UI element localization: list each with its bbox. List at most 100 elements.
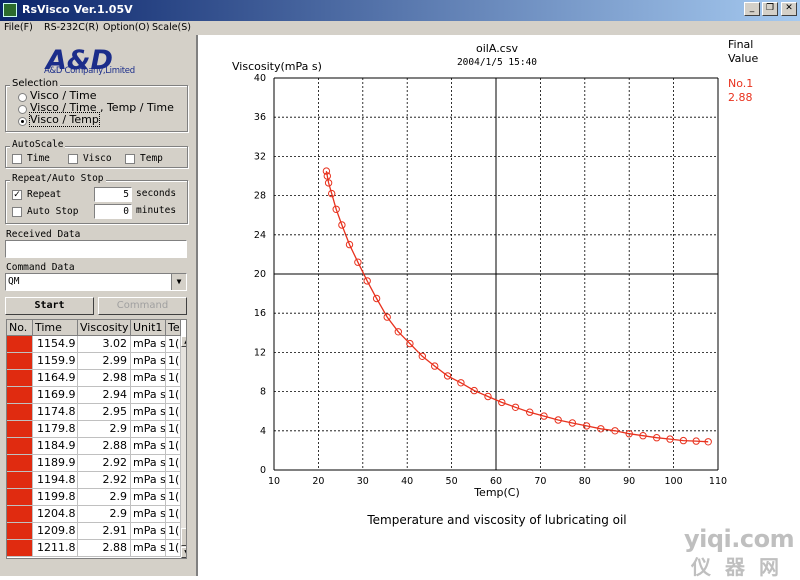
table-cell[interactable]: 1154.9: [33, 336, 78, 353]
received-data-label: Received Data: [6, 229, 81, 240]
table-cell[interactable]: 2.99: [78, 353, 131, 370]
row-marker[interactable]: [7, 540, 33, 557]
chevron-down-icon[interactable]: ▼: [171, 274, 186, 290]
table-cell[interactable]: 1(: [166, 506, 181, 523]
table-cell[interactable]: 1(: [166, 387, 181, 404]
row-marker[interactable]: [7, 370, 33, 387]
menu-scale[interactable]: Scale(S): [152, 22, 192, 33]
row-marker[interactable]: [7, 472, 33, 489]
maximize-button[interactable]: ❐: [762, 2, 778, 16]
autoscale-time-checkbox[interactable]: [12, 154, 22, 164]
radio-visco-time-temp[interactable]: [18, 105, 27, 114]
autoscale-temp-checkbox[interactable]: [125, 154, 135, 164]
minimize-button[interactable]: _: [744, 2, 760, 16]
table-cell[interactable]: 1(: [166, 370, 181, 387]
row-marker[interactable]: [7, 404, 33, 421]
table-cell[interactable]: mPa s: [131, 336, 166, 353]
table-cell[interactable]: mPa s: [131, 489, 166, 506]
table-cell[interactable]: 1169.9: [33, 387, 78, 404]
command-data-select[interactable]: QM ▼: [5, 273, 187, 291]
menu-file[interactable]: File(F): [4, 22, 33, 33]
row-marker[interactable]: [7, 421, 33, 438]
row-marker[interactable]: [7, 353, 33, 370]
table-cell[interactable]: 1189.9: [33, 455, 78, 472]
row-marker[interactable]: [7, 387, 33, 404]
table-cell[interactable]: 1159.9: [33, 353, 78, 370]
table-cell[interactable]: 1179.8: [33, 421, 78, 438]
received-data-field[interactable]: [5, 240, 187, 258]
table-cell[interactable]: 1(: [166, 404, 181, 421]
table-cell[interactable]: 1164.9: [33, 370, 78, 387]
table-cell[interactable]: 1209.8: [33, 523, 78, 540]
row-marker[interactable]: [7, 489, 33, 506]
table-cell[interactable]: 1(: [166, 353, 181, 370]
table-cell[interactable]: 2.9: [78, 489, 131, 506]
radio-visco-time[interactable]: [18, 93, 27, 102]
title-bar[interactable]: RsVisco Ver.1.05V _ ❐ ✕: [0, 0, 800, 21]
row-marker[interactable]: [7, 438, 33, 455]
scroll-up-icon[interactable]: ▲: [181, 336, 186, 347]
scroll-thumb[interactable]: [181, 528, 186, 546]
table-cell[interactable]: 2.98: [78, 370, 131, 387]
column-header[interactable]: Time: [33, 320, 78, 336]
table-cell[interactable]: 2.92: [78, 455, 131, 472]
row-marker[interactable]: [7, 506, 33, 523]
table-cell[interactable]: 1(: [166, 421, 181, 438]
menu-option[interactable]: Option(O): [103, 22, 150, 33]
table-cell[interactable]: mPa s: [131, 438, 166, 455]
table-cell[interactable]: mPa s: [131, 404, 166, 421]
table-cell[interactable]: 1199.8: [33, 489, 78, 506]
table-cell[interactable]: 1(: [166, 472, 181, 489]
table-cell[interactable]: 1194.8: [33, 472, 78, 489]
column-header[interactable]: No.: [7, 320, 33, 336]
radio-visco-temp-label: Visco / Temp: [29, 112, 100, 127]
table-cell[interactable]: 2.94: [78, 387, 131, 404]
table-cell[interactable]: 2.9: [78, 421, 131, 438]
table-cell[interactable]: 2.91: [78, 523, 131, 540]
table-vertical-scrollbar[interactable]: ▲ ▼: [181, 336, 186, 558]
table-cell[interactable]: 2.92: [78, 472, 131, 489]
table-cell[interactable]: 1211.8: [33, 540, 78, 557]
table-cell[interactable]: mPa s: [131, 387, 166, 404]
table-cell[interactable]: 3.02: [78, 336, 131, 353]
table-cell[interactable]: 1(: [166, 438, 181, 455]
table-cell[interactable]: 2.95: [78, 404, 131, 421]
start-button[interactable]: Start: [5, 297, 94, 315]
command-button[interactable]: Command: [98, 297, 187, 315]
table-cell[interactable]: 1(: [166, 455, 181, 472]
data-point: [653, 434, 661, 442]
table-cell[interactable]: mPa s: [131, 472, 166, 489]
table-cell[interactable]: 1(: [166, 336, 181, 353]
autoscale-visco-checkbox[interactable]: [68, 154, 78, 164]
autostop-minutes-input[interactable]: 0: [94, 204, 132, 219]
table-cell[interactable]: 1(: [166, 540, 181, 557]
row-marker[interactable]: [7, 523, 33, 540]
table-cell[interactable]: 2.88: [78, 540, 131, 557]
row-marker[interactable]: [7, 455, 33, 472]
table-cell[interactable]: 1(: [166, 489, 181, 506]
table-cell[interactable]: mPa s: [131, 540, 166, 557]
column-header[interactable]: Unit1: [131, 320, 166, 336]
table-cell[interactable]: 2.9: [78, 506, 131, 523]
column-header[interactable]: Te: [166, 320, 181, 336]
table-cell[interactable]: mPa s: [131, 370, 166, 387]
close-button[interactable]: ✕: [781, 2, 797, 16]
table-cell[interactable]: mPa s: [131, 353, 166, 370]
table-cell[interactable]: mPa s: [131, 421, 166, 438]
table-cell[interactable]: 1(: [166, 523, 181, 540]
table-cell[interactable]: 1174.8: [33, 404, 78, 421]
table-cell[interactable]: 2.88: [78, 438, 131, 455]
table-cell[interactable]: mPa s: [131, 455, 166, 472]
table-cell[interactable]: 1184.9: [33, 438, 78, 455]
repeat-checkbox[interactable]: ✓: [12, 190, 22, 200]
autostop-checkbox[interactable]: [12, 207, 22, 217]
column-header[interactable]: Viscosity: [78, 320, 131, 336]
table-cell[interactable]: mPa s: [131, 506, 166, 523]
repeat-seconds-input[interactable]: 5: [94, 187, 132, 202]
table-cell[interactable]: 1204.8: [33, 506, 78, 523]
scroll-down-icon[interactable]: ▼: [181, 547, 186, 558]
radio-visco-temp[interactable]: [18, 117, 27, 126]
menu-rs232c[interactable]: RS-232C(R): [44, 22, 99, 33]
row-marker[interactable]: [7, 336, 33, 353]
table-cell[interactable]: mPa s: [131, 523, 166, 540]
